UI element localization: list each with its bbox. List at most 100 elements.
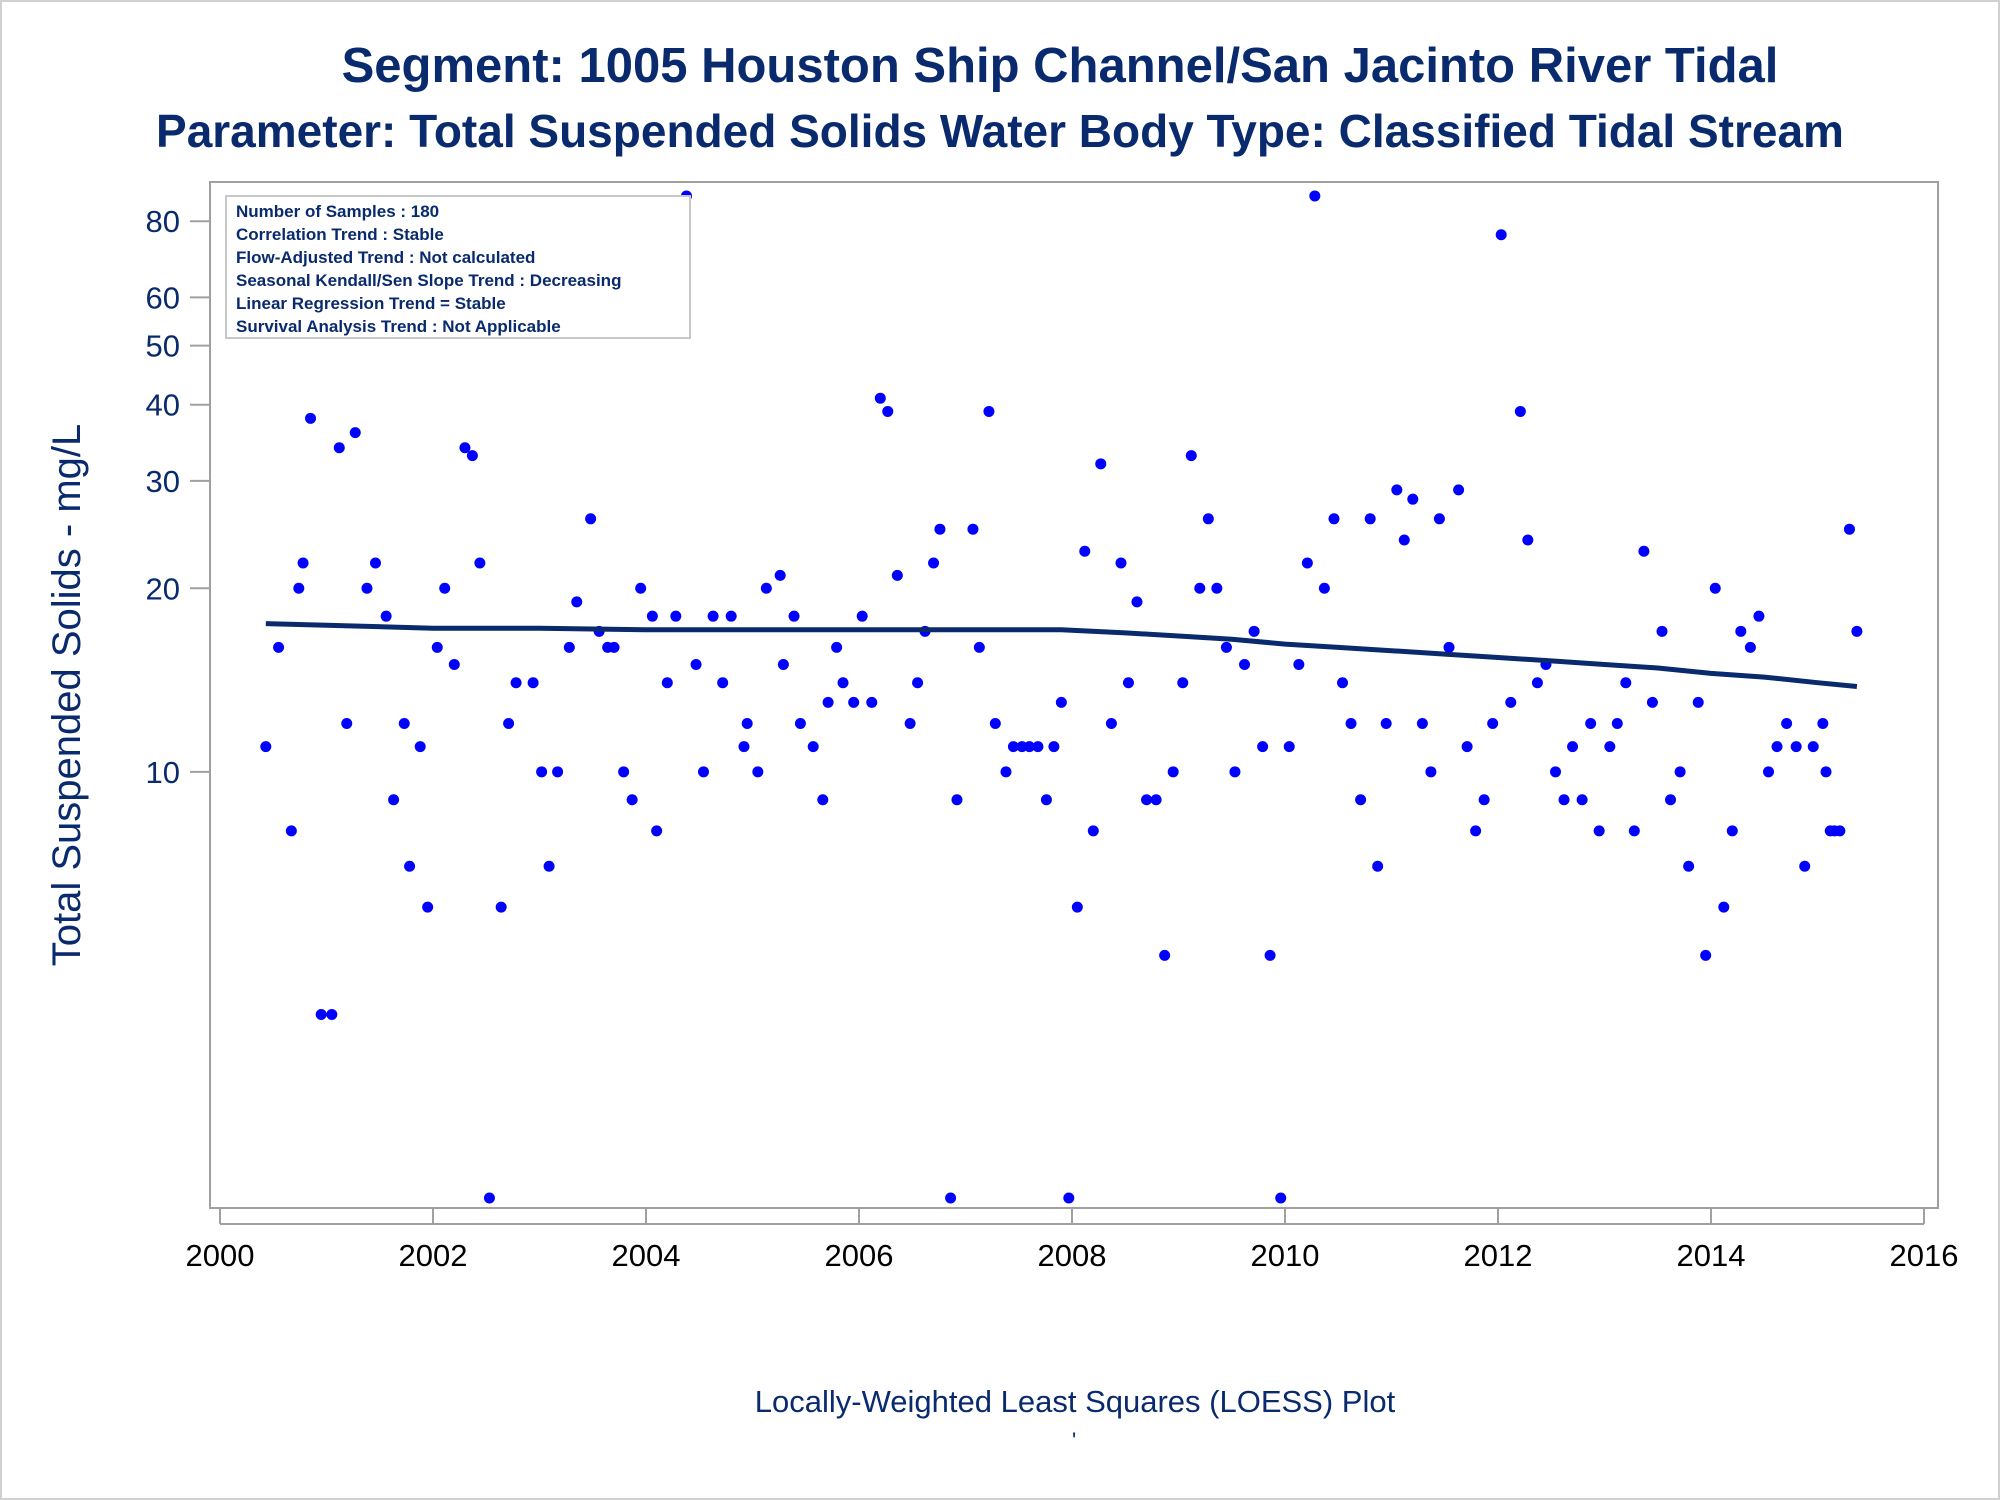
data-point xyxy=(305,412,317,424)
data-point xyxy=(388,794,400,806)
data-point xyxy=(1807,741,1819,753)
data-point xyxy=(1220,641,1232,653)
x-tick-label: 2004 xyxy=(612,1238,681,1273)
data-point xyxy=(738,741,750,753)
data-point xyxy=(1345,718,1357,730)
data-point xyxy=(698,766,710,778)
data-point xyxy=(1425,766,1437,778)
data-point xyxy=(527,677,539,689)
data-point xyxy=(817,794,829,806)
data-point xyxy=(1790,741,1802,753)
data-point xyxy=(1150,794,1162,806)
data-point xyxy=(536,766,548,778)
y-axis-label: Total Suspended Solids - mg/L xyxy=(45,424,89,967)
data-point xyxy=(1443,641,1455,653)
stats-box: Number of Samples : 180 Correlation Trend… xyxy=(225,195,691,339)
data-point xyxy=(1522,534,1534,546)
data-point xyxy=(1753,610,1765,622)
data-point xyxy=(1495,229,1507,241)
data-point xyxy=(874,392,886,404)
data-point xyxy=(1398,534,1410,546)
data-point xyxy=(760,582,772,594)
data-point xyxy=(1744,641,1756,653)
y-tick-label: 20 xyxy=(146,571,180,606)
data-point xyxy=(1665,794,1677,806)
data-point xyxy=(635,582,647,594)
data-point xyxy=(1550,766,1562,778)
data-point xyxy=(1656,625,1668,637)
data-point xyxy=(1674,766,1686,778)
data-point xyxy=(341,718,353,730)
data-point xyxy=(651,825,663,837)
data-point xyxy=(1567,741,1579,753)
data-point xyxy=(466,450,478,462)
data-point xyxy=(297,557,309,569)
data-point xyxy=(1048,741,1060,753)
chart-title: Segment: 1005 Houston Ship Channel/San J… xyxy=(341,39,1779,93)
data-point xyxy=(717,677,729,689)
data-point xyxy=(431,641,443,653)
data-point xyxy=(563,641,575,653)
data-point xyxy=(1558,794,1570,806)
data-point xyxy=(1141,794,1153,806)
data-point xyxy=(670,610,682,622)
data-point xyxy=(1063,1192,1075,1204)
data-point xyxy=(1726,825,1738,837)
data-point xyxy=(1167,766,1179,778)
data-point xyxy=(1829,825,1841,837)
data-point xyxy=(1771,741,1783,753)
data-point xyxy=(777,658,789,670)
stats-line: Correlation Trend : Stable xyxy=(236,225,444,244)
data-point xyxy=(1079,545,1091,557)
data-point xyxy=(967,523,979,535)
data-point xyxy=(1257,741,1269,753)
data-point xyxy=(983,405,995,417)
data-point xyxy=(398,718,410,730)
data-point xyxy=(1293,658,1305,670)
data-point xyxy=(1380,718,1392,730)
data-point xyxy=(585,513,597,525)
data-point xyxy=(1023,741,1035,753)
data-point xyxy=(293,582,305,594)
data-point xyxy=(856,610,868,622)
data-point xyxy=(439,582,451,594)
data-point xyxy=(326,1008,338,1020)
data-point xyxy=(807,741,819,753)
data-point xyxy=(448,658,460,670)
data-point xyxy=(1105,718,1117,730)
data-point xyxy=(1391,484,1403,496)
x-tick-label: 2000 xyxy=(186,1238,255,1273)
data-point xyxy=(333,442,345,454)
data-point xyxy=(661,677,673,689)
data-point xyxy=(1115,557,1127,569)
data-point xyxy=(1718,901,1730,913)
data-point xyxy=(690,658,702,670)
data-point xyxy=(1318,582,1330,594)
data-point xyxy=(1843,523,1855,535)
stats-box-border xyxy=(225,195,691,339)
data-point xyxy=(1470,825,1482,837)
data-point xyxy=(1514,405,1526,417)
data-point xyxy=(1007,741,1019,753)
data-point xyxy=(1301,557,1313,569)
data-point xyxy=(608,641,620,653)
data-point xyxy=(552,766,564,778)
data-point xyxy=(1709,582,1721,594)
data-point xyxy=(912,677,924,689)
data-point xyxy=(1781,718,1793,730)
data-point xyxy=(361,582,373,594)
data-point xyxy=(1611,718,1623,730)
data-point xyxy=(626,794,638,806)
data-point xyxy=(1055,696,1067,708)
data-point xyxy=(1211,582,1223,594)
stats-line: Linear Regression Trend = Stable xyxy=(236,294,506,313)
data-point xyxy=(369,557,381,569)
data-point xyxy=(1416,718,1428,730)
data-point xyxy=(1461,741,1473,753)
data-point xyxy=(928,557,940,569)
y-tick-label: 60 xyxy=(146,280,180,315)
data-point xyxy=(1337,677,1349,689)
data-point xyxy=(1638,545,1650,557)
loess-line xyxy=(265,621,1858,689)
data-point xyxy=(1040,794,1052,806)
